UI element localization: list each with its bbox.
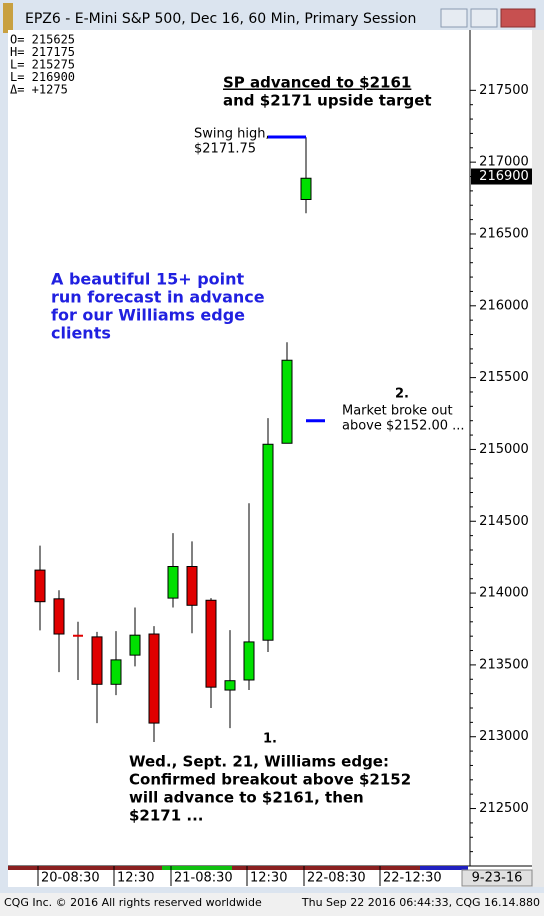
date-box — [461, 869, 533, 887]
annotation-line: $2171 ... — [129, 807, 204, 825]
candle-body — [53, 598, 65, 635]
y-tick-label: 213000 — [479, 729, 529, 744]
candle-body — [129, 634, 141, 656]
last-price-label: 216900 — [479, 169, 529, 184]
candle-body — [300, 177, 312, 200]
candle-body — [224, 680, 236, 691]
annotation-line: for our Williams edge — [51, 306, 245, 325]
y-tick-label: 216500 — [479, 226, 529, 241]
candle-body — [281, 359, 293, 444]
candle-body — [243, 641, 255, 681]
y-tick-label: 215000 — [479, 442, 529, 457]
annotation-line: clients — [51, 324, 111, 343]
candle-body — [262, 443, 274, 641]
x-tick-label: 22-08:30 — [307, 871, 366, 886]
y-tick-label: 217000 — [479, 155, 529, 170]
annotation-line: Swing high, — [194, 127, 270, 142]
info-line: O= 215625 — [10, 33, 75, 47]
session-bar — [420, 866, 468, 870]
candle-body — [34, 569, 46, 603]
y-tick-label: 217500 — [479, 83, 529, 98]
annotation-line: 2. — [395, 387, 409, 402]
scrollbar[interactable] — [532, 30, 544, 887]
candle-body — [186, 566, 198, 606]
app-icon — [3, 3, 13, 33]
window-title: EPZ6 - E-Mini S&P 500, Dec 16, 60 Min, P… — [25, 11, 416, 27]
x-tick-label: 12:30 — [250, 871, 287, 886]
annotation-line: SP advanced to $2161 — [223, 74, 411, 92]
candle-body — [73, 634, 83, 637]
y-tick-label: 215500 — [479, 370, 529, 385]
footer-right: Thu Sep 22 2016 06:44:33, CQG 16.14.880 — [301, 896, 540, 909]
last-price-box — [471, 168, 532, 185]
info-line: Δ= +1275 — [10, 83, 68, 97]
maximize-button[interactable] — [470, 8, 498, 28]
annotation-line: 1. — [263, 732, 277, 747]
annotation-line: Wed., Sept. 21, Williams edge: — [129, 753, 389, 771]
info-line: L= 216900 — [10, 70, 75, 84]
candle-body — [205, 599, 217, 688]
date-label: 9-23-16 — [472, 871, 523, 886]
annotation-line: will advance to $2161, then — [129, 789, 364, 807]
annotation-line: run forecast in advance — [51, 288, 265, 307]
annotation-edge: 1. Wed., Sept. 21, Williams edge: Confir… — [129, 732, 411, 825]
close-button[interactable] — [500, 8, 536, 28]
candle-body — [91, 636, 103, 685]
annotation-line: Market broke out — [342, 404, 453, 419]
annotation-swing: Swing high, $2171.75 — [194, 127, 270, 157]
annotation-line: and $2171 upside target — [223, 92, 432, 110]
annotation-target: SP advanced to $2161 and $2171 upside ta… — [223, 74, 432, 110]
minimize-button[interactable] — [440, 8, 468, 28]
annotation-breakout: 2. Market broke out above $2152.00 ... — [342, 387, 465, 434]
session-bar — [162, 866, 232, 870]
candle-body — [148, 633, 160, 724]
info-line: L= 215275 — [10, 58, 75, 72]
y-tick-label: 214000 — [479, 586, 529, 601]
annotation-line: A beautiful 15+ point — [51, 270, 245, 289]
y-tick-label: 214500 — [479, 514, 529, 529]
y-tick-label: 216000 — [479, 298, 529, 313]
x-tick-label: 22-12:30 — [383, 871, 442, 886]
session-bar — [8, 866, 468, 870]
x-tick-label: 21-08:30 — [174, 871, 233, 886]
y-tick-label: 213500 — [479, 657, 529, 672]
y-tick-label: 212500 — [479, 801, 529, 816]
annotation-line: $2171.75 — [194, 142, 256, 157]
candle-body — [167, 566, 179, 599]
footer-left: CQG Inc. © 2016 All rights reserved worl… — [4, 896, 262, 909]
annotation-line: above $2152.00 ... — [342, 419, 465, 434]
status-bar — [0, 893, 544, 912]
info-line: H= 217175 — [10, 45, 75, 59]
annotation-line: Confirmed breakout above $2152 — [129, 771, 411, 789]
x-tick-label: 12:30 — [117, 871, 154, 886]
x-tick-label: 20-08:30 — [41, 871, 100, 886]
annotation-forecast: A beautiful 15+ point run forecast in ad… — [51, 270, 265, 343]
candle-body — [110, 659, 122, 685]
